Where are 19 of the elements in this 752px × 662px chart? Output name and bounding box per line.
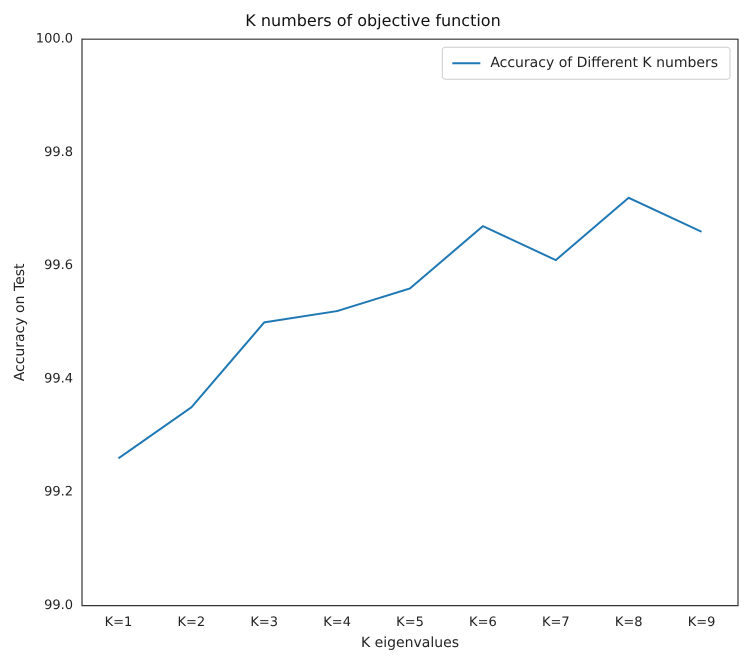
y-tick-label: 99.4 [44,371,74,386]
x-axis-title: K eigenvalues [360,635,460,652]
x-tick-label: K=9 [688,614,716,630]
y-axis-title: Accuracy on Test [12,262,28,382]
y-tick-label: 100.0 [36,32,74,47]
x-tick-label: K=5 [396,614,424,630]
x-tick-label: K=6 [469,614,497,630]
y-tick-label: 99.2 [44,484,74,500]
x-tick-label: K=7 [542,614,570,630]
x-tick-label: K=8 [614,614,643,630]
y-tick-label: 99.8 [44,144,74,160]
y-tick-label: 99.0 [44,598,74,613]
x-tick-label: K=4 [323,614,351,630]
x-tick-label: K=1 [104,614,132,630]
x-tick-label: K=2 [177,614,206,630]
y-tick-label: 99.6 [44,258,74,274]
legend-label: Accuracy of Different K numbers [490,54,718,71]
chart-title: K numbers of objective function [245,10,501,30]
x-tick-label: K=3 [250,614,278,630]
